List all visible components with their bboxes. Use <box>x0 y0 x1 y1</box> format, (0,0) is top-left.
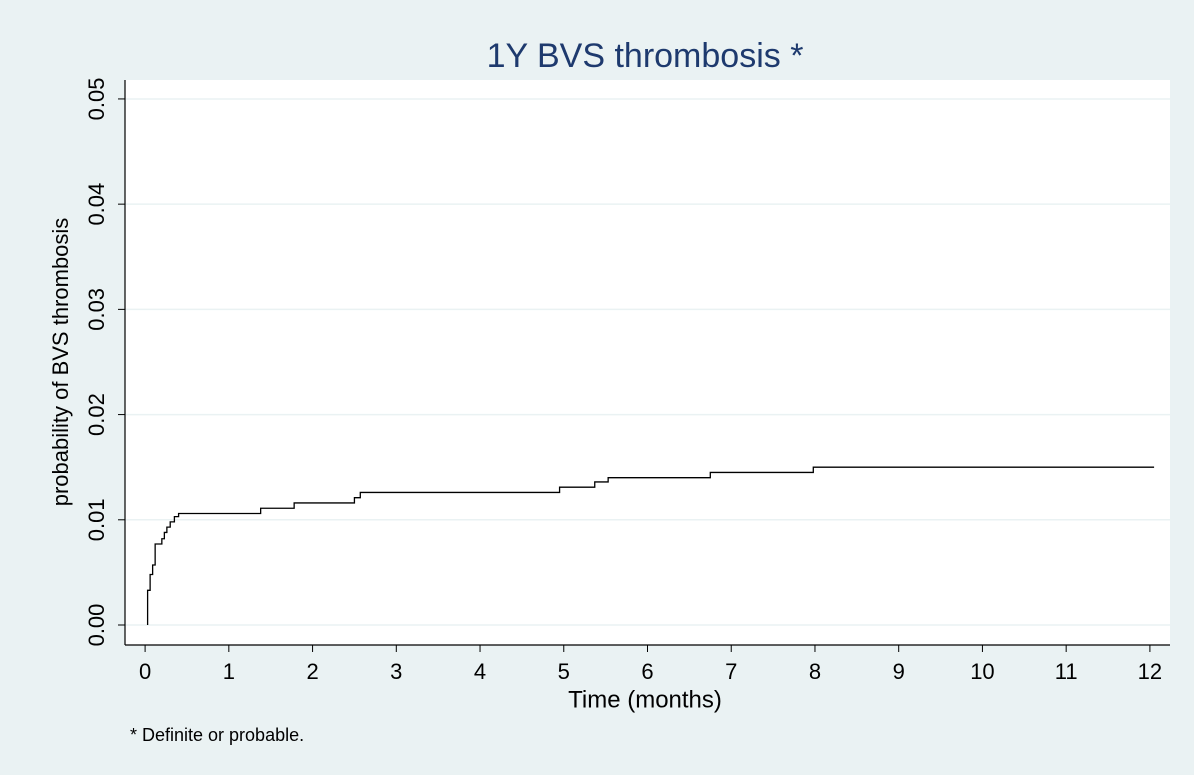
x-tick-label: 8 <box>809 659 821 684</box>
km-curve <box>146 466 1155 626</box>
y-tick-label: 0.02 <box>84 393 109 436</box>
x-tick-label: 6 <box>641 659 653 684</box>
x-tick-label: 0 <box>139 659 151 684</box>
y-tick-label: 0.01 <box>84 498 109 541</box>
x-tick-label: 2 <box>306 659 318 684</box>
x-tick-label: 5 <box>558 659 570 684</box>
x-tick-label: 9 <box>893 659 905 684</box>
y-tick-label: 0.00 <box>84 604 109 647</box>
y-tick-label: 0.03 <box>84 288 109 331</box>
x-tick-label: 10 <box>970 659 994 684</box>
x-tick-label: 1 <box>223 659 235 684</box>
x-axis-title: Time (months) <box>568 686 722 713</box>
plot-area <box>125 80 1170 645</box>
grid <box>125 98 1170 626</box>
x-tick-label: 12 <box>1138 659 1162 684</box>
x-tick-label: 4 <box>474 659 486 684</box>
note: * Definite or probable. <box>130 725 304 745</box>
x-tick-label: 3 <box>390 659 402 684</box>
y-axis-title: probability of BVS thrombosis <box>48 218 73 507</box>
x-tick-label: 7 <box>725 659 737 684</box>
y-tick-label: 0.05 <box>84 78 109 121</box>
y-tick-label: 0.04 <box>84 183 109 226</box>
marks <box>146 466 1155 626</box>
chart-title: 1Y BVS thrombosis * <box>487 37 804 75</box>
x-tick-label: 11 <box>1055 659 1078 684</box>
